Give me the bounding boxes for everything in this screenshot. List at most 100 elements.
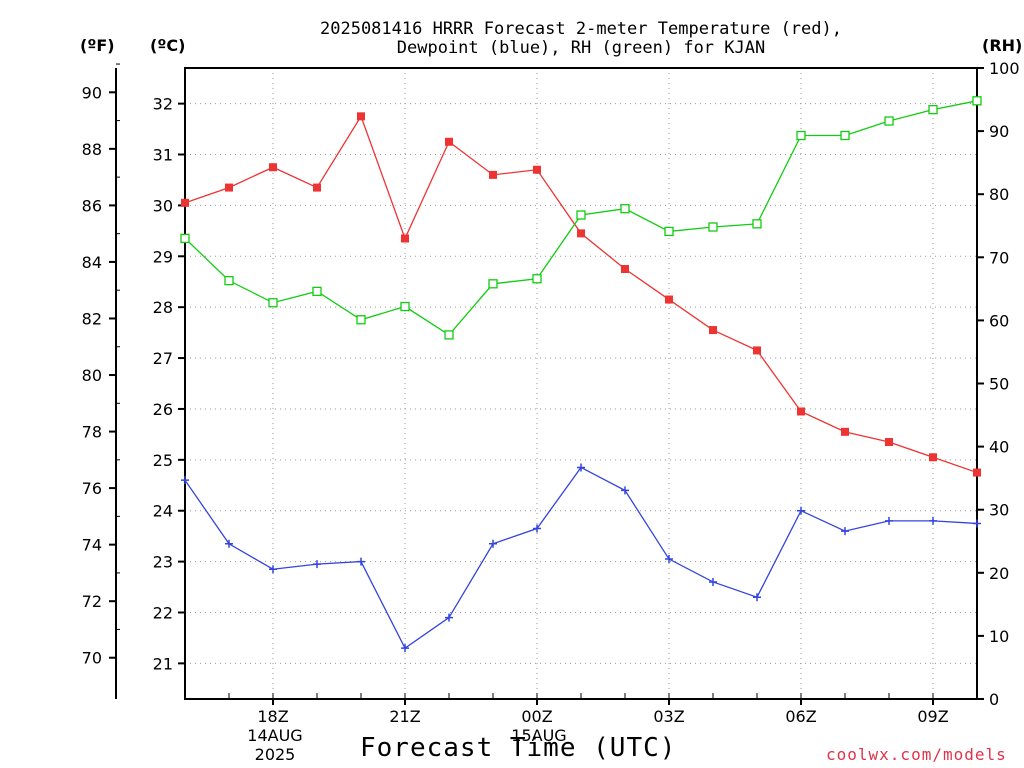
fahrenheit-tick-label: 86 — [82, 196, 102, 215]
dewpoint-point — [841, 527, 849, 536]
rh-point — [312, 286, 322, 297]
celsius-tick-label: 29 — [153, 247, 173, 266]
temperature-point — [577, 229, 585, 238]
rh-point — [664, 226, 674, 237]
x-tick-label: 00Z — [521, 707, 552, 726]
dewpoint-point — [313, 560, 321, 569]
rh-tick-label: 40 — [989, 438, 1009, 457]
dewpoint-point — [181, 476, 189, 485]
rh-tick-label: 90 — [989, 122, 1009, 141]
rh-point — [840, 130, 850, 141]
rh-point — [488, 279, 498, 289]
celsius-tick-label: 26 — [153, 400, 173, 419]
fahrenheit-tick-label: 82 — [82, 309, 102, 328]
dewpoint-point — [577, 463, 585, 472]
dewpoint-point — [445, 613, 453, 622]
celsius-tick-label: 31 — [153, 146, 173, 165]
celsius-unit-label: (ºC) — [150, 36, 186, 55]
date-label-14aug: 14AUG 2025 — [240, 726, 310, 764]
celsius-tick-label: 28 — [153, 298, 173, 317]
rh-point — [928, 104, 938, 115]
rh-point — [532, 274, 542, 284]
dewpoint-point — [973, 519, 981, 528]
rh-tick-label: 60 — [989, 311, 1009, 330]
celsius-tick-label: 22 — [153, 603, 173, 622]
dewpoint-point — [665, 555, 673, 564]
chart-title-line-2: Dewpoint (blue), RH (green) for KJAN — [396, 38, 766, 58]
fahrenheit-tick-label: 70 — [82, 649, 102, 668]
rh-point — [576, 210, 586, 220]
temperature-point — [181, 198, 189, 207]
rh-tick-label: 100 — [989, 59, 1020, 78]
temperature-point — [665, 295, 673, 304]
dewpoint-point — [533, 524, 541, 533]
rh-point — [356, 315, 366, 325]
temperature-point — [929, 453, 937, 462]
temperature-point — [313, 183, 321, 192]
fahrenheit-tick-label: 80 — [82, 366, 102, 385]
temperature-point — [621, 265, 629, 274]
fahrenheit-tick-label: 90 — [82, 83, 102, 102]
dewpoint-point — [885, 516, 893, 525]
rh-point — [400, 301, 410, 312]
source-credit: coolwx.com/models — [826, 745, 1007, 764]
dewpoint-point — [753, 593, 761, 602]
x-tick-label: 21Z — [389, 707, 420, 726]
fahrenheit-tick-label: 76 — [82, 479, 102, 498]
temperature-point — [973, 468, 981, 477]
fahrenheit-tick-label: 84 — [82, 253, 102, 272]
celsius-tick-label: 32 — [153, 95, 173, 114]
rh-point — [444, 330, 454, 340]
fahrenheit-tick-label: 72 — [82, 592, 102, 611]
celsius-tick-label: 24 — [153, 502, 173, 521]
temperature-point — [753, 346, 761, 355]
rh-tick-label: 10 — [989, 627, 1009, 646]
date-label-14aug-year: 2025 — [254, 745, 296, 764]
dewpoint-point — [797, 506, 805, 515]
rh-tick-label: 30 — [989, 501, 1009, 520]
dewpoint-point — [929, 516, 937, 525]
x-axis-label: Forecast Time (UTC) — [360, 733, 677, 763]
rh-point — [224, 275, 234, 286]
temperature-point — [357, 112, 365, 121]
dewpoint-point — [621, 486, 629, 495]
temperature-point — [885, 438, 893, 447]
x-tick-label: 03Z — [653, 707, 684, 726]
rh-point — [752, 219, 762, 229]
rh-point — [620, 204, 630, 214]
dewpoint-point — [709, 577, 717, 586]
dewpoint-point — [489, 539, 497, 548]
x-tick-label: 09Z — [917, 707, 948, 726]
rh-unit-label: (RH) — [982, 36, 1023, 55]
date-label-15aug: 15AUG — [504, 726, 574, 745]
fahrenheit-unit-label: (ºF) — [80, 36, 115, 55]
dewpoint-point — [401, 644, 409, 653]
temperature-point — [797, 407, 805, 416]
rh-tick-label: 20 — [989, 564, 1009, 583]
rh-point — [268, 298, 278, 308]
temperature-point — [225, 183, 233, 192]
x-tick-label: 18Z — [257, 707, 288, 726]
rh-point — [972, 96, 982, 106]
celsius-tick-label: 27 — [153, 349, 173, 368]
fahrenheit-tick-label: 88 — [82, 140, 102, 159]
rh-point — [708, 222, 718, 232]
rh-point — [796, 130, 806, 141]
rh-tick-label: 0 — [989, 690, 999, 709]
celsius-tick-label: 25 — [153, 451, 173, 470]
chart-title-line-1: 2025081416 HRRR Forecast 2-meter Tempera… — [320, 19, 842, 39]
celsius-tick-label: 21 — [153, 654, 173, 673]
dewpoint-point — [357, 557, 365, 566]
rh-point — [180, 233, 190, 244]
temperature-point — [709, 326, 717, 335]
dewpoint-point — [269, 565, 277, 574]
temperature-point — [401, 234, 409, 243]
x-tick-label: 06Z — [785, 707, 816, 726]
rh-tick-label: 70 — [989, 248, 1009, 267]
rh-tick-label: 50 — [989, 375, 1009, 394]
temperature-point — [445, 137, 453, 146]
rh-tick-label: 80 — [989, 185, 1009, 204]
dewpoint-point — [225, 539, 233, 548]
date-label-15aug-day: 15AUG — [511, 726, 567, 745]
